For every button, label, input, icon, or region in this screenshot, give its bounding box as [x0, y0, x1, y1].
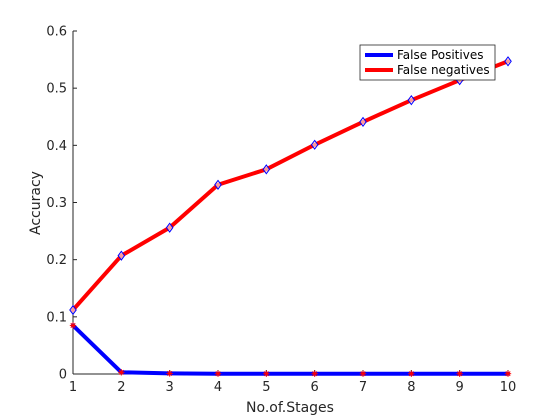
data-point-false-negatives [69, 304, 77, 316]
y-axis-label: Accuracy [28, 171, 44, 235]
data-point-false-positives [69, 322, 77, 329]
data-point-false-positives [263, 370, 270, 377]
y-tick-label: 0.1 [46, 310, 67, 325]
data-point-false-negatives [262, 164, 271, 175]
series-line-false-positives [71, 323, 510, 376]
series-false-positives [69, 322, 512, 377]
x-tick-label: 8 [407, 380, 415, 395]
series-line-false-negatives [71, 59, 510, 312]
legend-label-false-negatives: False negatives [397, 63, 490, 77]
x-tick-label: 9 [456, 380, 464, 395]
data-point-false-negatives [165, 222, 174, 233]
y-tick-label: 0.4 [46, 139, 67, 154]
series-layer [69, 56, 512, 377]
data-point-false-negatives [310, 139, 319, 150]
x-tick-label: 1 [69, 380, 77, 395]
x-tick-label: 7 [359, 380, 367, 395]
data-point-false-negatives [214, 179, 222, 190]
data-point-false-positives [118, 369, 125, 376]
legend-label-false-positives: False Positives [397, 48, 483, 62]
data-point-false-positives [311, 370, 318, 377]
x-tick-label: 3 [166, 380, 174, 395]
y-tick-label: 0.3 [46, 196, 67, 211]
x-tick-label: 4 [214, 380, 222, 395]
data-point-false-negatives [504, 56, 512, 67]
data-point-false-positives [359, 370, 367, 377]
y-tick-label: 0 [59, 368, 67, 383]
x-tick-label: 10 [500, 380, 517, 395]
y-tick-label: 0.2 [46, 253, 67, 268]
x-axis-label: No.of.Stages [246, 400, 334, 416]
y-tick-label: 0.6 [46, 25, 67, 40]
data-point-false-positives [166, 370, 173, 377]
series-false-negatives [69, 56, 512, 316]
x-tick-label: 5 [262, 380, 270, 395]
x-tick-label: 6 [311, 380, 319, 395]
data-point-false-positives [408, 370, 415, 377]
axes: 1 2 3 4 5 6 7 8 9 10 0 0.1 0.2 0.3 0.4 0.5 0.6 [46, 25, 516, 396]
data-point-false-positives [456, 370, 463, 377]
data-point-false-positives [214, 370, 222, 377]
legend-box [359, 44, 496, 81]
data-point-false-negatives [359, 116, 367, 128]
data-point-false-negatives [407, 95, 416, 106]
data-point-false-negatives [117, 250, 126, 261]
y-tick-label: 0.5 [46, 82, 67, 97]
x-tick-label: 2 [117, 380, 125, 395]
data-point-false-positives [504, 370, 512, 377]
